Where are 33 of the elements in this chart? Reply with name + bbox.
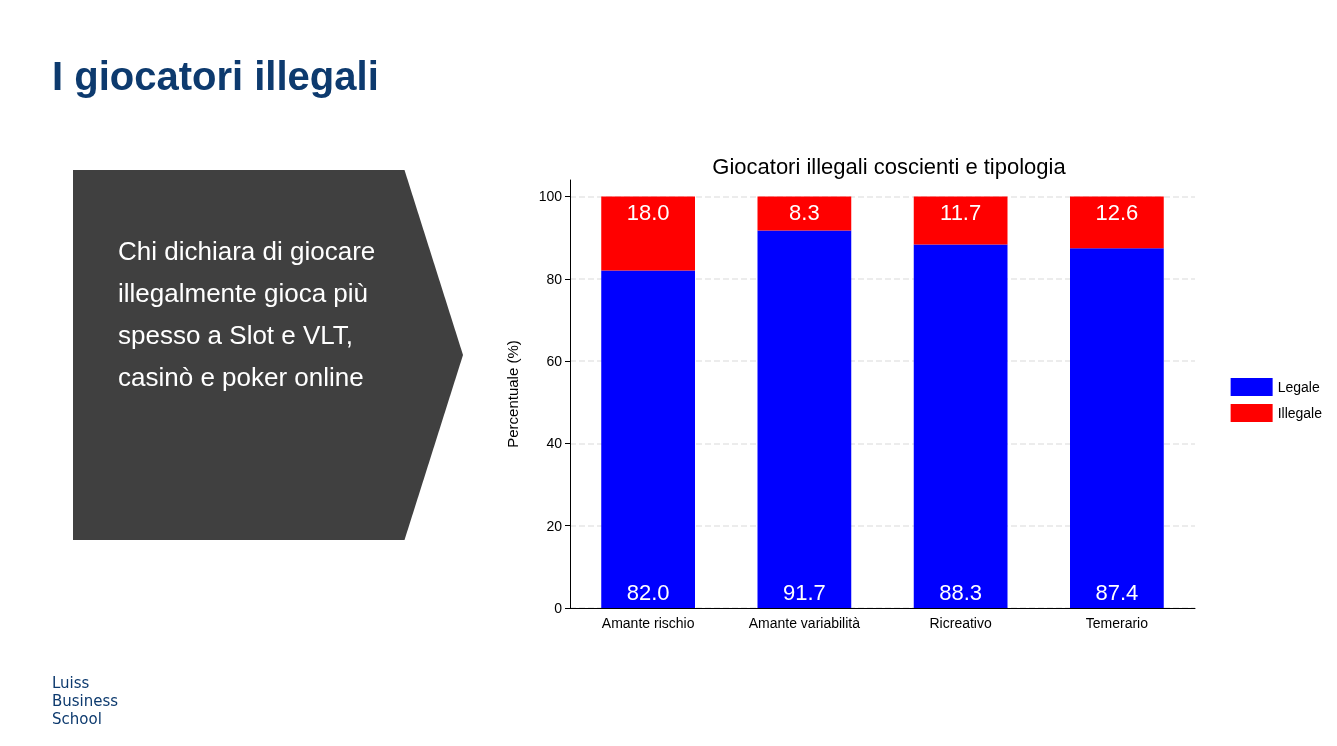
data-label: 8.3 [789, 199, 820, 225]
bar [913, 196, 1008, 245]
x-tick-label: Ricreativo [929, 615, 992, 631]
legend-label: Illegale [1277, 405, 1323, 421]
bar [757, 196, 852, 231]
bar [1070, 196, 1164, 249]
y-axis-title: Percentuale (%) [504, 340, 521, 448]
x-tick-label: Amante variabilità [748, 615, 861, 631]
bar [757, 230, 852, 608]
text: I giocatori illegali [52, 54, 379, 99]
data-label: 88.3 [939, 579, 983, 605]
y-tick-label: 0 [554, 600, 563, 616]
y-tick-label: 100 [538, 188, 563, 205]
y-tick-label: 40 [546, 435, 563, 452]
bar [913, 244, 1008, 608]
y-tick-label: 20 [546, 517, 563, 534]
bar [601, 196, 695, 271]
bar [601, 270, 695, 608]
data-label: 12.6 [1095, 199, 1139, 225]
data-label: 82.0 [626, 579, 670, 605]
y-tick-label: 60 [546, 353, 563, 370]
data-label: 11.7 [940, 199, 982, 225]
data-label: 18.0 [626, 199, 670, 225]
text: Chi dichiara di giocare illegalmente gioca più spesso a Slot e VLT, casinò e poker online [118, 235, 377, 394]
data-label: 91.7 [782, 579, 826, 605]
chart-subtitle: Giocatori illegali coscienti e tipologia [712, 153, 1067, 179]
x-tick-label: Amante rischio [601, 615, 695, 631]
legend-label: Legale [1277, 379, 1320, 395]
bar [1070, 248, 1164, 608]
x-tick-label: Temerario [1085, 615, 1149, 631]
y-tick-label: 80 [546, 270, 563, 287]
data-label: 87.4 [1095, 579, 1139, 605]
text: Luiss Business School [52, 674, 120, 728]
